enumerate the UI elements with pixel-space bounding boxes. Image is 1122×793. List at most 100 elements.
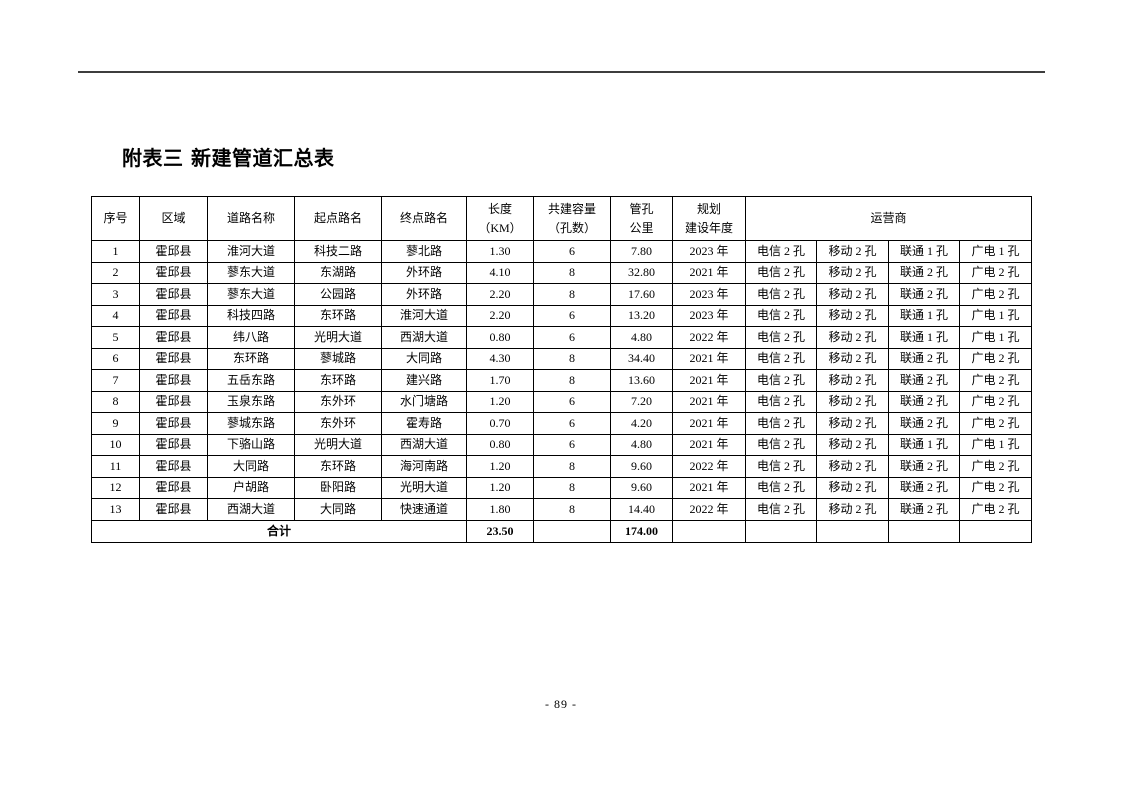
cell: 2023 年 bbox=[672, 304, 746, 327]
cell: 淮河大道 bbox=[381, 304, 467, 327]
cell: 13 bbox=[91, 498, 140, 521]
cell: 移动 2 孔 bbox=[816, 347, 889, 370]
total-pipe-hole-km: 174.00 bbox=[610, 519, 673, 543]
cell: 蓼北路 bbox=[381, 240, 467, 263]
cell: 电信 2 孔 bbox=[745, 369, 817, 392]
cell: 14.40 bbox=[610, 498, 673, 521]
cell: 1.80 bbox=[466, 498, 534, 521]
cell: 玉泉东路 bbox=[207, 390, 295, 413]
cell: 大同路 bbox=[294, 498, 382, 521]
cell: 光明大道 bbox=[294, 433, 382, 456]
cell: 电信 2 孔 bbox=[745, 412, 817, 435]
cell: 电信 2 孔 bbox=[745, 498, 817, 521]
cell: 2.20 bbox=[466, 283, 534, 306]
total-op-mobile bbox=[816, 519, 889, 543]
cell: 联通 2 孔 bbox=[888, 347, 960, 370]
total-op-unicom bbox=[888, 519, 960, 543]
total-label: 合计 bbox=[91, 519, 467, 543]
cell: 霍邱县 bbox=[139, 326, 208, 349]
cell: 6 bbox=[533, 412, 611, 435]
cell: 2021 年 bbox=[672, 412, 746, 435]
cell: 广电 1 孔 bbox=[958, 240, 1033, 263]
cell: 2 bbox=[91, 261, 140, 284]
cell: 移动 2 孔 bbox=[816, 433, 889, 456]
cell: 电信 2 孔 bbox=[745, 240, 817, 263]
cell: 2021 年 bbox=[672, 476, 746, 499]
cell: 10 bbox=[91, 433, 140, 456]
cell: 纬八路 bbox=[207, 326, 295, 349]
cell: 广电 1 孔 bbox=[958, 433, 1033, 456]
cell: 广电 1 孔 bbox=[958, 304, 1033, 327]
cell: 4 bbox=[91, 304, 140, 327]
cell: 科技四路 bbox=[207, 304, 295, 327]
cell: 13.60 bbox=[610, 369, 673, 392]
cell: 霍邱县 bbox=[139, 455, 208, 478]
table-row: 1 霍邱县 淮河大道 科技二路 蓼北路 1.30 6 7.80 2023 年电信 2 孔移动 2… bbox=[91, 240, 1033, 263]
cell: 广电 2 孔 bbox=[958, 412, 1033, 435]
cell: 0.70 bbox=[466, 412, 534, 435]
cell: 12 bbox=[91, 476, 140, 499]
col-pipe-hole-km: 管孔 公里 bbox=[610, 196, 673, 241]
cell: 0.80 bbox=[466, 433, 534, 456]
cell: 2021 年 bbox=[672, 390, 746, 413]
cell: 2.20 bbox=[466, 304, 534, 327]
pipeline-summary-table: 序号 区域 道路名称 起点路名 终点路名 长度 （KM） 共建容量 （孔数） 管孔 公里 规划 … bbox=[91, 196, 1033, 543]
cell: 下骆山路 bbox=[207, 433, 295, 456]
cell: 光明大道 bbox=[381, 476, 467, 499]
page-title: 附表三 新建管道汇总表 bbox=[122, 146, 335, 170]
cell: 3 bbox=[91, 283, 140, 306]
cell: 广电 2 孔 bbox=[958, 347, 1033, 370]
cell: 霍寿路 bbox=[381, 412, 467, 435]
cell: 水门塘路 bbox=[381, 390, 467, 413]
cell: 2022 年 bbox=[672, 498, 746, 521]
cell: 蓼城路 bbox=[294, 347, 382, 370]
cell: 电信 2 孔 bbox=[745, 304, 817, 327]
cell: 电信 2 孔 bbox=[745, 326, 817, 349]
cell: 0.80 bbox=[466, 326, 534, 349]
cell: 4.30 bbox=[466, 347, 534, 370]
cell: 9 bbox=[91, 412, 140, 435]
cell: 9.60 bbox=[610, 455, 673, 478]
cell: 霍邱县 bbox=[139, 304, 208, 327]
cell: 东外环 bbox=[294, 412, 382, 435]
total-year bbox=[672, 519, 746, 543]
table-row: 5 霍邱县 纬八路 光明大道 西湖大道 0.80 6 4.80 2022 年电信 2 孔移动 2… bbox=[91, 326, 1033, 349]
cell: 联通 2 孔 bbox=[888, 455, 960, 478]
cell: 2023 年 bbox=[672, 283, 746, 306]
total-op-telecom bbox=[745, 519, 817, 543]
cell: 霍邱县 bbox=[139, 498, 208, 521]
cell: 西湖大道 bbox=[381, 433, 467, 456]
cell: 霍邱县 bbox=[139, 283, 208, 306]
cell: 8 bbox=[533, 455, 611, 478]
table-body: 1 霍邱县 淮河大道 科技二路 蓼北路 1.30 6 7.80 2023 年电信 2 孔移动 2… bbox=[91, 240, 1033, 543]
cell: 联通 1 孔 bbox=[888, 433, 960, 456]
cell: 广电 2 孔 bbox=[958, 390, 1033, 413]
table-row: 6 霍邱县 东环路 蓼城路 大同路 4.30 8 34.40 2021 年电信 2 孔移动 2 … bbox=[91, 347, 1033, 370]
cell: 7.80 bbox=[610, 240, 673, 263]
cell: 17.60 bbox=[610, 283, 673, 306]
cell: 霍邱县 bbox=[139, 476, 208, 499]
col-planning-year: 规划 建设年度 bbox=[672, 196, 746, 241]
cell: 东湖路 bbox=[294, 261, 382, 284]
cell: 联通 1 孔 bbox=[888, 326, 960, 349]
table-row: 12 霍邱县 户胡路 卧阳路 光明大道 1.20 8 9.60 2021 年电信 2 孔移动 2… bbox=[91, 476, 1033, 499]
cell: 联通 2 孔 bbox=[888, 476, 960, 499]
cell: 联通 2 孔 bbox=[888, 498, 960, 521]
col-road-name: 道路名称 bbox=[207, 196, 295, 241]
cell: 快速通道 bbox=[381, 498, 467, 521]
cell: 外环路 bbox=[381, 283, 467, 306]
cell: 科技二路 bbox=[294, 240, 382, 263]
table-row: 9 霍邱县 蓼城东路 东外环 霍寿路 0.70 6 4.20 2021 年电信 2 孔移动 2 … bbox=[91, 412, 1033, 435]
cell: 东环路 bbox=[294, 455, 382, 478]
header-row: 序号 区域 道路名称 起点路名 终点路名 长度 （KM） 共建容量 （孔数） 管孔 公里 规划 … bbox=[91, 196, 1033, 241]
cell: 电信 2 孔 bbox=[745, 261, 817, 284]
cell: 霍邱县 bbox=[139, 390, 208, 413]
col-start-road: 起点路名 bbox=[294, 196, 382, 241]
cell: 2021 年 bbox=[672, 261, 746, 284]
cell: 4.10 bbox=[466, 261, 534, 284]
cell: 6 bbox=[91, 347, 140, 370]
cell: 移动 2 孔 bbox=[816, 283, 889, 306]
cell: 霍邱县 bbox=[139, 369, 208, 392]
cell: 移动 2 孔 bbox=[816, 498, 889, 521]
